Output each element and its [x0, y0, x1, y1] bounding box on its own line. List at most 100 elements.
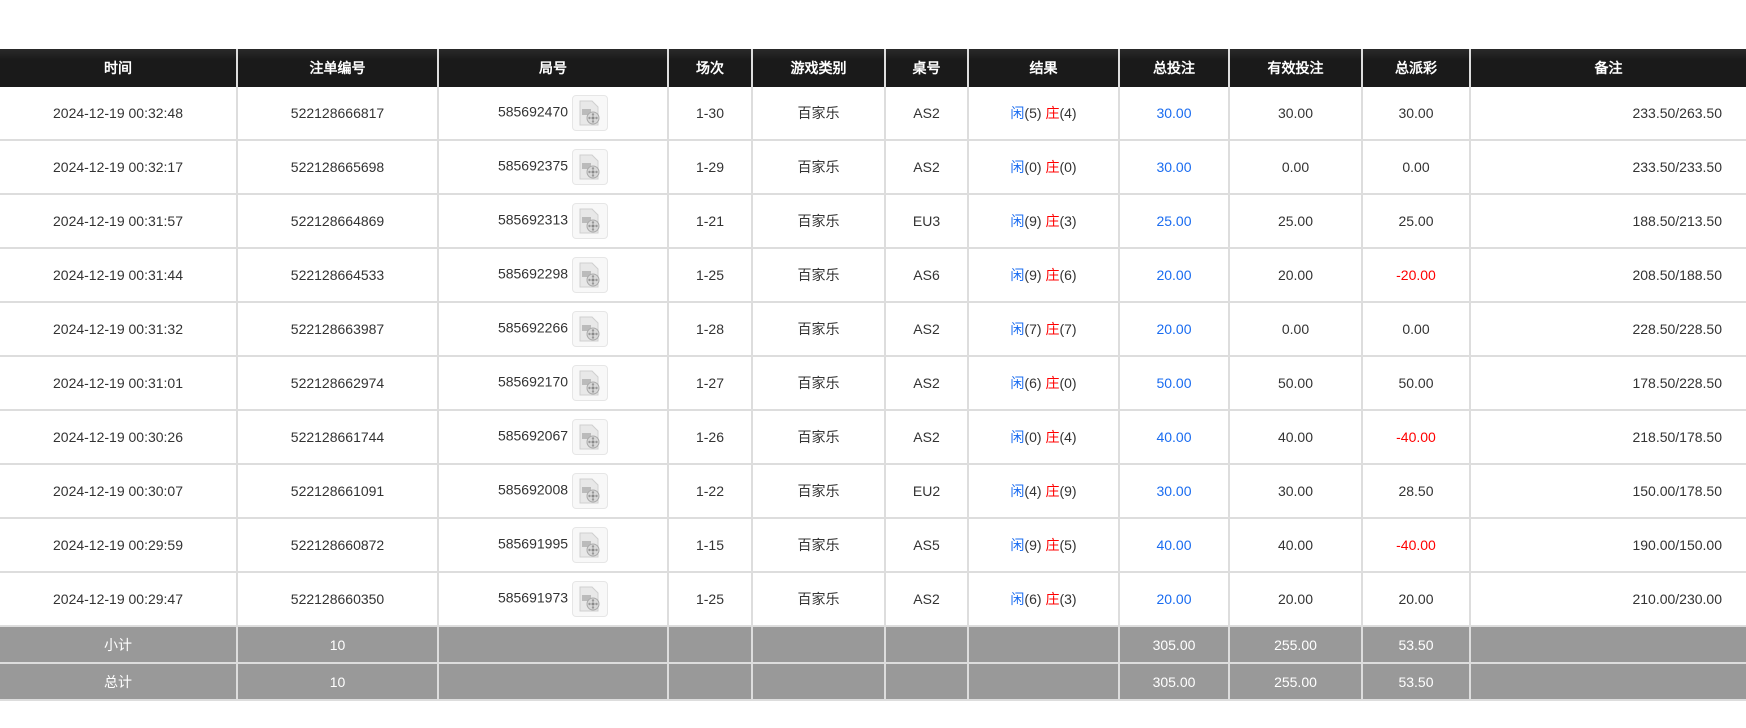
video-file-icon[interactable] [572, 419, 609, 455]
payout: -20.00 [1361, 248, 1470, 303]
player-score: (5) [1024, 105, 1042, 121]
player-label: 闲 [1010, 267, 1025, 283]
round-number: 585692008 [497, 481, 569, 498]
bet-time: 2024-12-19 00:32:48 [0, 87, 237, 141]
payout: 28.50 [1361, 464, 1470, 519]
shoe: 1-25 [667, 572, 752, 627]
video-file-icon[interactable] [572, 257, 609, 293]
header-result: 结果 [967, 49, 1119, 87]
result: 闲(5) 庄(4) [967, 87, 1119, 141]
total-bet: 30.00 [1118, 87, 1229, 141]
header-game: 游戏类别 [751, 49, 885, 87]
player-score: (6) [1024, 375, 1042, 391]
note: 233.50/263.50 [1469, 87, 1746, 141]
table-row: 2024-12-19 00:30:26 522128661744 5856920… [0, 410, 1746, 465]
result: 闲(9) 庄(5) [967, 518, 1119, 573]
table-row: 2024-12-19 00:32:17 522128665698 5856923… [0, 140, 1746, 195]
round-cell: 585692470 [437, 87, 668, 141]
player-score: (9) [1024, 267, 1042, 283]
video-file-icon[interactable] [572, 95, 609, 131]
bet-id: 522128665698 [236, 140, 438, 195]
result: 闲(0) 庄(4) [967, 410, 1119, 465]
banker-label: 庄 [1045, 591, 1060, 607]
table-number: EU2 [884, 464, 968, 519]
banker-score: (5) [1059, 537, 1077, 553]
video-file-icon[interactable] [572, 365, 609, 401]
round-cell: 585692298 [437, 248, 668, 303]
valid-bet: 30.00 [1228, 87, 1362, 141]
table-row: 2024-12-19 00:31:44 522128664533 5856922… [0, 248, 1746, 303]
total-bet: 30.00 [1118, 140, 1229, 195]
valid-bet: 40.00 [1228, 518, 1362, 573]
bet-time: 2024-12-19 00:29:47 [0, 572, 237, 627]
round-number: 585691973 [497, 589, 569, 606]
player-label: 闲 [1010, 321, 1025, 337]
result: 闲(4) 庄(9) [967, 464, 1119, 519]
bet-time: 2024-12-19 00:31:44 [0, 248, 237, 303]
banker-score: (3) [1059, 591, 1077, 607]
round-number: 585692067 [497, 427, 569, 444]
bet-id: 522128664533 [236, 248, 438, 303]
player-label: 闲 [1010, 159, 1025, 175]
table-number: AS6 [884, 248, 968, 303]
grandtotal-label: 总计 [0, 663, 237, 701]
game-type: 百家乐 [751, 356, 885, 411]
player-score: (9) [1024, 213, 1042, 229]
valid-bet: 20.00 [1228, 248, 1362, 303]
table-number: AS2 [884, 302, 968, 357]
round-number: 585691995 [497, 535, 569, 552]
subtotal-payout: 53.50 [1361, 626, 1470, 664]
player-label: 闲 [1010, 213, 1025, 229]
header-total-bet: 总投注 [1118, 49, 1229, 87]
subtotal-label: 小计 [0, 626, 237, 664]
video-file-icon[interactable] [572, 203, 609, 239]
note: 150.00/178.50 [1469, 464, 1746, 519]
header-note: 备注 [1469, 49, 1746, 87]
header-bet-id: 注单编号 [236, 49, 438, 87]
payout: 50.00 [1361, 356, 1470, 411]
shoe: 1-21 [667, 194, 752, 249]
shoe: 1-15 [667, 518, 752, 573]
payout: -40.00 [1361, 518, 1470, 573]
result: 闲(6) 庄(3) [967, 572, 1119, 627]
header-payout: 总派彩 [1361, 49, 1470, 87]
subtotal-total-bet: 305.00 [1118, 626, 1229, 664]
total-bet: 20.00 [1118, 248, 1229, 303]
note: 210.00/230.00 [1469, 572, 1746, 627]
round-number: 585692170 [497, 373, 569, 390]
video-file-icon[interactable] [572, 581, 609, 617]
player-label: 闲 [1010, 105, 1025, 121]
game-type: 百家乐 [751, 302, 885, 357]
round-cell: 585692266 [437, 302, 668, 357]
video-file-icon[interactable] [572, 311, 609, 347]
bet-id: 522128662974 [236, 356, 438, 411]
player-label: 闲 [1010, 483, 1025, 499]
table-number: AS5 [884, 518, 968, 573]
video-file-icon[interactable] [572, 149, 609, 185]
banker-score: (3) [1059, 213, 1077, 229]
round-cell: 585692067 [437, 410, 668, 465]
payout: -40.00 [1361, 410, 1470, 465]
grandtotal-total-bet: 305.00 [1118, 663, 1229, 701]
game-type: 百家乐 [751, 518, 885, 573]
bet-time: 2024-12-19 00:30:07 [0, 464, 237, 519]
bet-id: 522128661091 [236, 464, 438, 519]
round-cell: 585692313 [437, 194, 668, 249]
total-bet: 25.00 [1118, 194, 1229, 249]
payout: 0.00 [1361, 302, 1470, 357]
video-file-icon[interactable] [572, 473, 609, 509]
grandtotal-count: 10 [236, 663, 438, 701]
table-row: 2024-12-19 00:29:47 522128660350 5856919… [0, 572, 1746, 627]
note: 190.00/150.00 [1469, 518, 1746, 573]
banker-score: (9) [1059, 483, 1077, 499]
player-score: (9) [1024, 537, 1042, 553]
player-label: 闲 [1010, 375, 1025, 391]
player-score: (7) [1024, 321, 1042, 337]
banker-score: (7) [1059, 321, 1077, 337]
banker-label: 庄 [1045, 429, 1060, 445]
bet-id: 522128660350 [236, 572, 438, 627]
player-label: 闲 [1010, 537, 1025, 553]
banker-label: 庄 [1045, 537, 1060, 553]
video-file-icon[interactable] [572, 527, 609, 563]
shoe: 1-27 [667, 356, 752, 411]
